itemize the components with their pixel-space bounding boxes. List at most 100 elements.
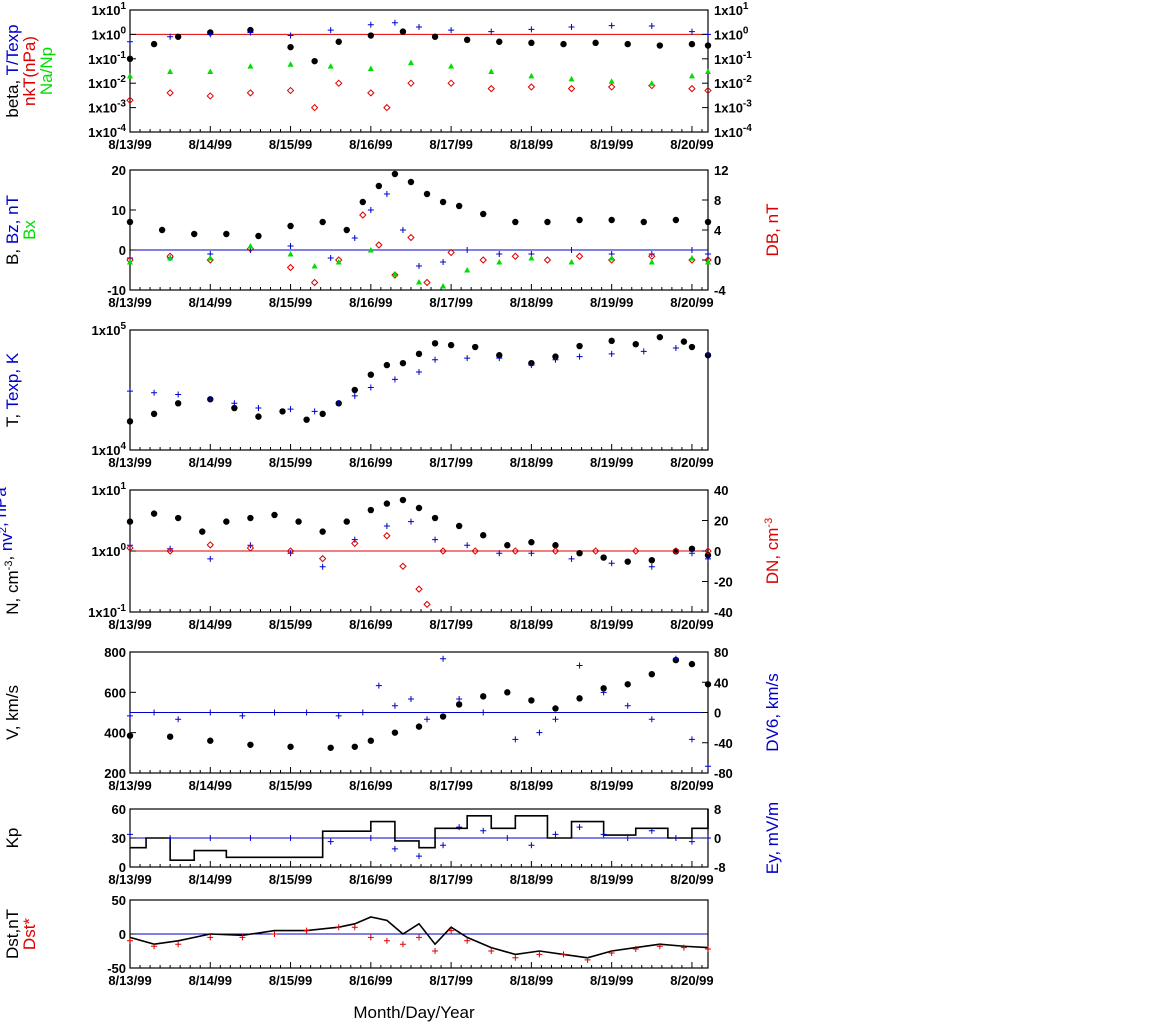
point-Dst* xyxy=(656,943,663,950)
point-N xyxy=(704,552,712,559)
x-tick-label-beta: 8/17/99 xyxy=(429,137,472,152)
point-Dst* xyxy=(705,945,711,952)
x-tick-label-T: 8/14/99 xyxy=(189,455,232,470)
point-T/Texp xyxy=(416,24,422,31)
x-tick-label-B: 8/19/99 xyxy=(590,295,633,310)
point-Bx xyxy=(367,247,374,253)
point-Ey xyxy=(624,835,631,841)
point-Texp xyxy=(175,391,182,398)
point-DN xyxy=(672,547,680,555)
x-tick-label-Dst: 8/14/99 xyxy=(189,973,232,988)
point-beta xyxy=(688,40,696,48)
point-Bz xyxy=(648,251,655,257)
point-Dst* xyxy=(175,941,182,948)
point-Bx xyxy=(391,271,398,277)
point-nkT xyxy=(688,84,696,93)
point-Bz xyxy=(351,235,358,241)
y-tick-label-right-B: 12 xyxy=(714,163,728,178)
point-T/Texp xyxy=(688,28,695,35)
point-Dst* xyxy=(536,951,543,958)
point-Dst* xyxy=(383,937,390,944)
point-N xyxy=(399,496,407,504)
point-Na/Np xyxy=(528,72,535,79)
point-B xyxy=(287,222,294,230)
point-nv2 xyxy=(432,536,439,543)
x-tick-label-V: 8/18/99 xyxy=(510,778,553,793)
point-DB xyxy=(286,263,295,272)
point-Bx xyxy=(528,255,535,261)
point-V xyxy=(247,741,254,748)
point-nv2 xyxy=(351,536,358,543)
point-Na/Np xyxy=(688,72,695,79)
point-Bx xyxy=(464,267,471,273)
point-N xyxy=(600,554,607,561)
point-Bx xyxy=(688,255,695,261)
point-B xyxy=(439,198,447,206)
y-axis-label-B: B, Bz, nT xyxy=(3,195,22,265)
point-nkT xyxy=(607,83,616,91)
point-Texp xyxy=(311,408,318,415)
point-beta xyxy=(592,39,599,47)
point-V xyxy=(480,693,487,700)
point-nv2 xyxy=(167,545,174,552)
y-axis-label-right-N: DN, cm-3 xyxy=(763,518,782,584)
point-Dst* xyxy=(608,950,615,957)
point-V xyxy=(576,695,583,702)
point-B xyxy=(223,230,230,238)
panel-frame-T xyxy=(129,329,709,451)
point-Bz xyxy=(464,247,471,253)
point-Dst* xyxy=(271,931,278,937)
y-tick-label-left-V: 200 xyxy=(104,766,126,781)
point-Ey xyxy=(327,838,334,845)
y-axis-label-Kp: Kp xyxy=(3,828,22,849)
point-Bx xyxy=(127,259,133,265)
point-B xyxy=(375,182,383,190)
point-Texp xyxy=(231,400,238,407)
point-B xyxy=(672,216,680,224)
x-tick-label-T: 8/13/99 xyxy=(108,455,151,470)
point-DV6 xyxy=(127,712,133,719)
point-N xyxy=(174,514,182,522)
point-Ey xyxy=(576,824,583,831)
point-B xyxy=(640,218,647,226)
point-Texp xyxy=(151,389,158,396)
y-tick-label-left-beta: 1x10-4 xyxy=(88,123,126,140)
point-Ey xyxy=(391,845,398,852)
point-N xyxy=(295,518,302,525)
point-nkT xyxy=(310,103,319,112)
point-Ey xyxy=(480,827,487,834)
point-T/Texp xyxy=(528,26,535,33)
point-nv2 xyxy=(688,550,695,557)
y-tick-label-right-beta: 1x101 xyxy=(714,1,749,18)
point-nkT xyxy=(447,79,455,87)
y-tick-label-left-B: 0 xyxy=(119,243,126,258)
x-tick-label-V: 8/16/99 xyxy=(349,778,392,793)
point-nkT xyxy=(704,86,712,95)
point-DN xyxy=(471,547,479,555)
point-DV6 xyxy=(536,729,543,736)
point-Bx xyxy=(440,283,447,289)
point-DB xyxy=(423,278,431,287)
point-Bx xyxy=(608,255,615,261)
point-Dst* xyxy=(127,937,133,944)
point-T xyxy=(351,386,358,394)
point-Bz xyxy=(440,259,447,265)
point-N xyxy=(480,532,487,539)
x-tick-label-beta: 8/14/99 xyxy=(189,137,232,152)
point-Dst* xyxy=(680,944,687,951)
point-T xyxy=(303,416,310,423)
x-tick-label-N: 8/20/99 xyxy=(670,617,713,632)
point-DV6 xyxy=(207,709,214,716)
point-T xyxy=(126,418,134,425)
point-Texp xyxy=(552,356,559,363)
point-N xyxy=(271,511,278,519)
point-DN xyxy=(511,547,520,555)
x-tick-label-V: 8/14/99 xyxy=(189,778,232,793)
y-axis-label-right-V: DV6, km/s xyxy=(763,673,782,751)
y-tick-label-right-beta: 1x10-2 xyxy=(714,74,752,91)
point-Bz xyxy=(399,227,406,233)
point-T/Texp xyxy=(167,33,174,40)
x-tick-label-B: 8/16/99 xyxy=(349,295,392,310)
point-N xyxy=(528,539,535,546)
point-B xyxy=(319,218,326,226)
